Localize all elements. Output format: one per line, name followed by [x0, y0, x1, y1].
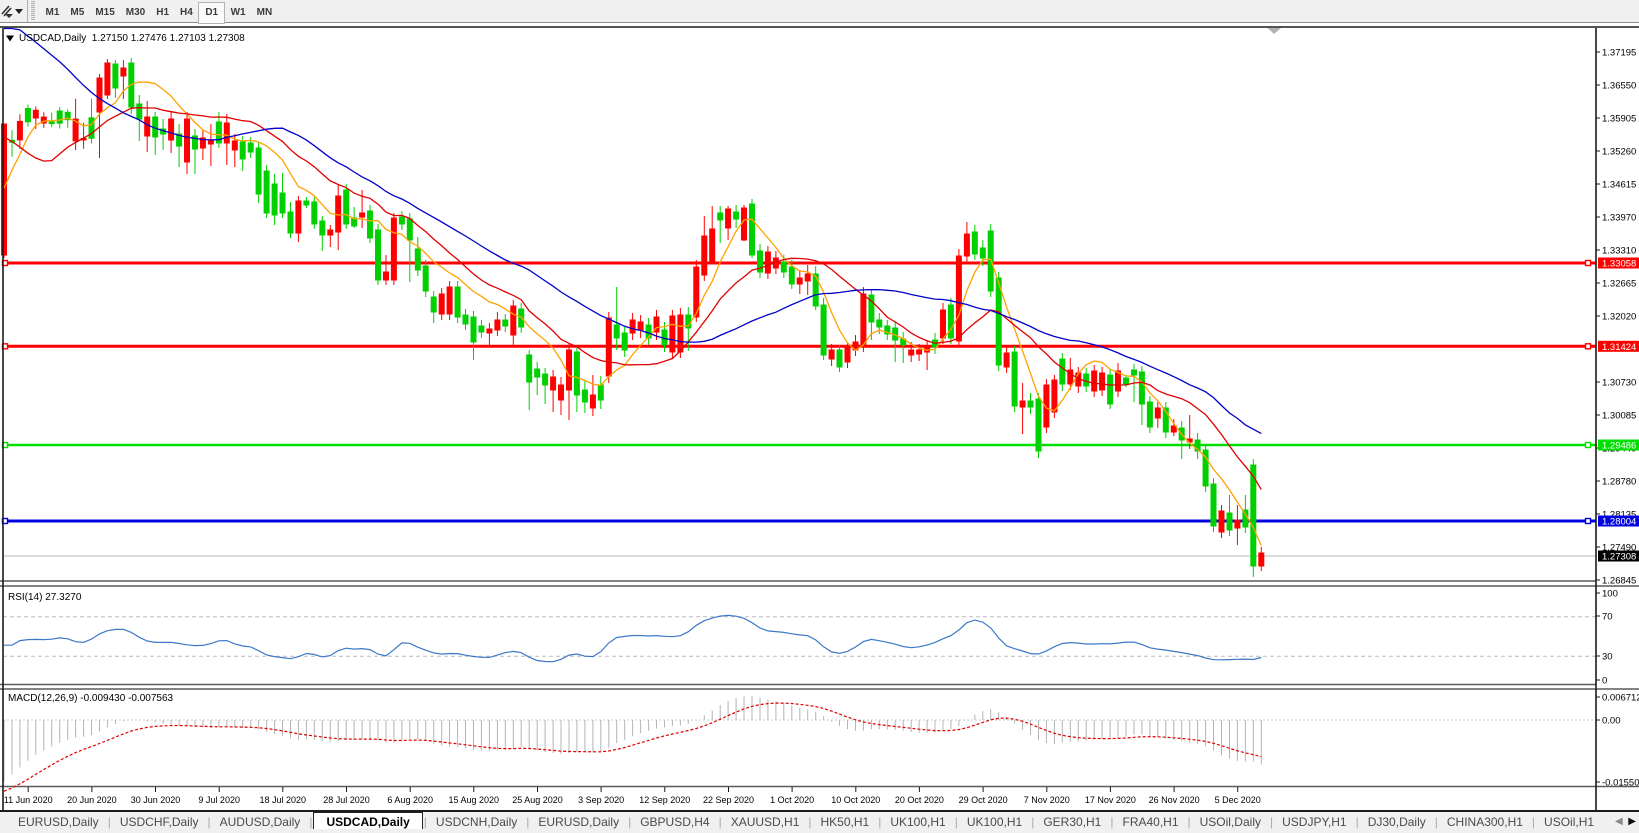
- svg-text:1.35260: 1.35260: [1602, 147, 1636, 158]
- svg-text:10 Oct 2020: 10 Oct 2020: [831, 795, 880, 805]
- svg-text:1.37195: 1.37195: [1602, 48, 1636, 59]
- svg-text:18 Jul 2020: 18 Jul 2020: [260, 795, 307, 805]
- svg-text:1.28135: 1.28135: [1602, 510, 1636, 521]
- svg-text:3 Sep 2020: 3 Sep 2020: [578, 795, 624, 805]
- svg-text:9 Jul 2020: 9 Jul 2020: [198, 795, 240, 805]
- svg-text:11 Jun 2020: 11 Jun 2020: [4, 795, 53, 805]
- svg-text:26 Nov 2020: 26 Nov 2020: [1149, 795, 1200, 805]
- svg-text:1.33970: 1.33970: [1602, 213, 1636, 224]
- svg-text:1.32665: 1.32665: [1602, 279, 1636, 290]
- svg-text:7 Nov 2020: 7 Nov 2020: [1024, 795, 1070, 805]
- svg-text:1.30085: 1.30085: [1602, 411, 1636, 422]
- svg-text:30 Jun 2020: 30 Jun 2020: [131, 795, 181, 805]
- svg-text:1 Oct 2020: 1 Oct 2020: [770, 795, 814, 805]
- svg-text:20 Jun 2020: 20 Jun 2020: [67, 795, 117, 805]
- svg-text:70: 70: [1602, 612, 1613, 623]
- svg-text:1.36550: 1.36550: [1602, 81, 1636, 92]
- svg-text:0.006712: 0.006712: [1602, 693, 1639, 704]
- svg-text:20 Oct 2020: 20 Oct 2020: [895, 795, 944, 805]
- svg-text:1.34615: 1.34615: [1602, 180, 1636, 191]
- svg-text:1.31424: 1.31424: [1602, 342, 1636, 353]
- svg-text:1.27308: 1.27308: [1602, 552, 1636, 563]
- svg-text:1.27490: 1.27490: [1602, 543, 1636, 554]
- svg-text:1.35905: 1.35905: [1602, 114, 1636, 125]
- svg-text:22 Sep 2020: 22 Sep 2020: [703, 795, 754, 805]
- svg-text:1.29486: 1.29486: [1602, 441, 1636, 452]
- svg-text:1.33310: 1.33310: [1602, 246, 1636, 257]
- svg-text:6 Aug 2020: 6 Aug 2020: [387, 795, 433, 805]
- svg-text:1.26845: 1.26845: [1602, 576, 1636, 587]
- svg-text:30: 30: [1602, 652, 1613, 663]
- svg-text:1.32020: 1.32020: [1602, 312, 1636, 323]
- svg-text:1.30730: 1.30730: [1602, 378, 1636, 389]
- svg-text:0: 0: [1602, 676, 1607, 687]
- svg-text:28 Jul 2020: 28 Jul 2020: [323, 795, 370, 805]
- svg-text:100: 100: [1602, 589, 1618, 600]
- svg-text:1.28004: 1.28004: [1602, 517, 1636, 528]
- svg-text:25 Aug 2020: 25 Aug 2020: [512, 795, 563, 805]
- svg-text:0.00: 0.00: [1602, 716, 1621, 727]
- svg-text:5 Dec 2020: 5 Dec 2020: [1215, 795, 1261, 805]
- svg-text:17 Nov 2020: 17 Nov 2020: [1085, 795, 1136, 805]
- svg-text:1.28780: 1.28780: [1602, 477, 1636, 488]
- svg-text:29 Oct 2020: 29 Oct 2020: [959, 795, 1008, 805]
- svg-text:RSI(14) 27.3270: RSI(14) 27.3270: [8, 592, 82, 603]
- svg-text:12 Sep 2020: 12 Sep 2020: [639, 795, 690, 805]
- svg-text:1.33058: 1.33058: [1602, 259, 1636, 270]
- svg-text:MACD(12,26,9) -0.009430 -0.007: MACD(12,26,9) -0.009430 -0.007563: [8, 693, 174, 704]
- svg-text:15 Aug 2020: 15 Aug 2020: [449, 795, 500, 805]
- svg-text:-0.015502: -0.015502: [1602, 778, 1639, 789]
- svg-text:USDCAD,Daily 1.27150 1.27476: USDCAD,Daily 1.27150 1.27476 1.27103 1.2…: [19, 33, 245, 44]
